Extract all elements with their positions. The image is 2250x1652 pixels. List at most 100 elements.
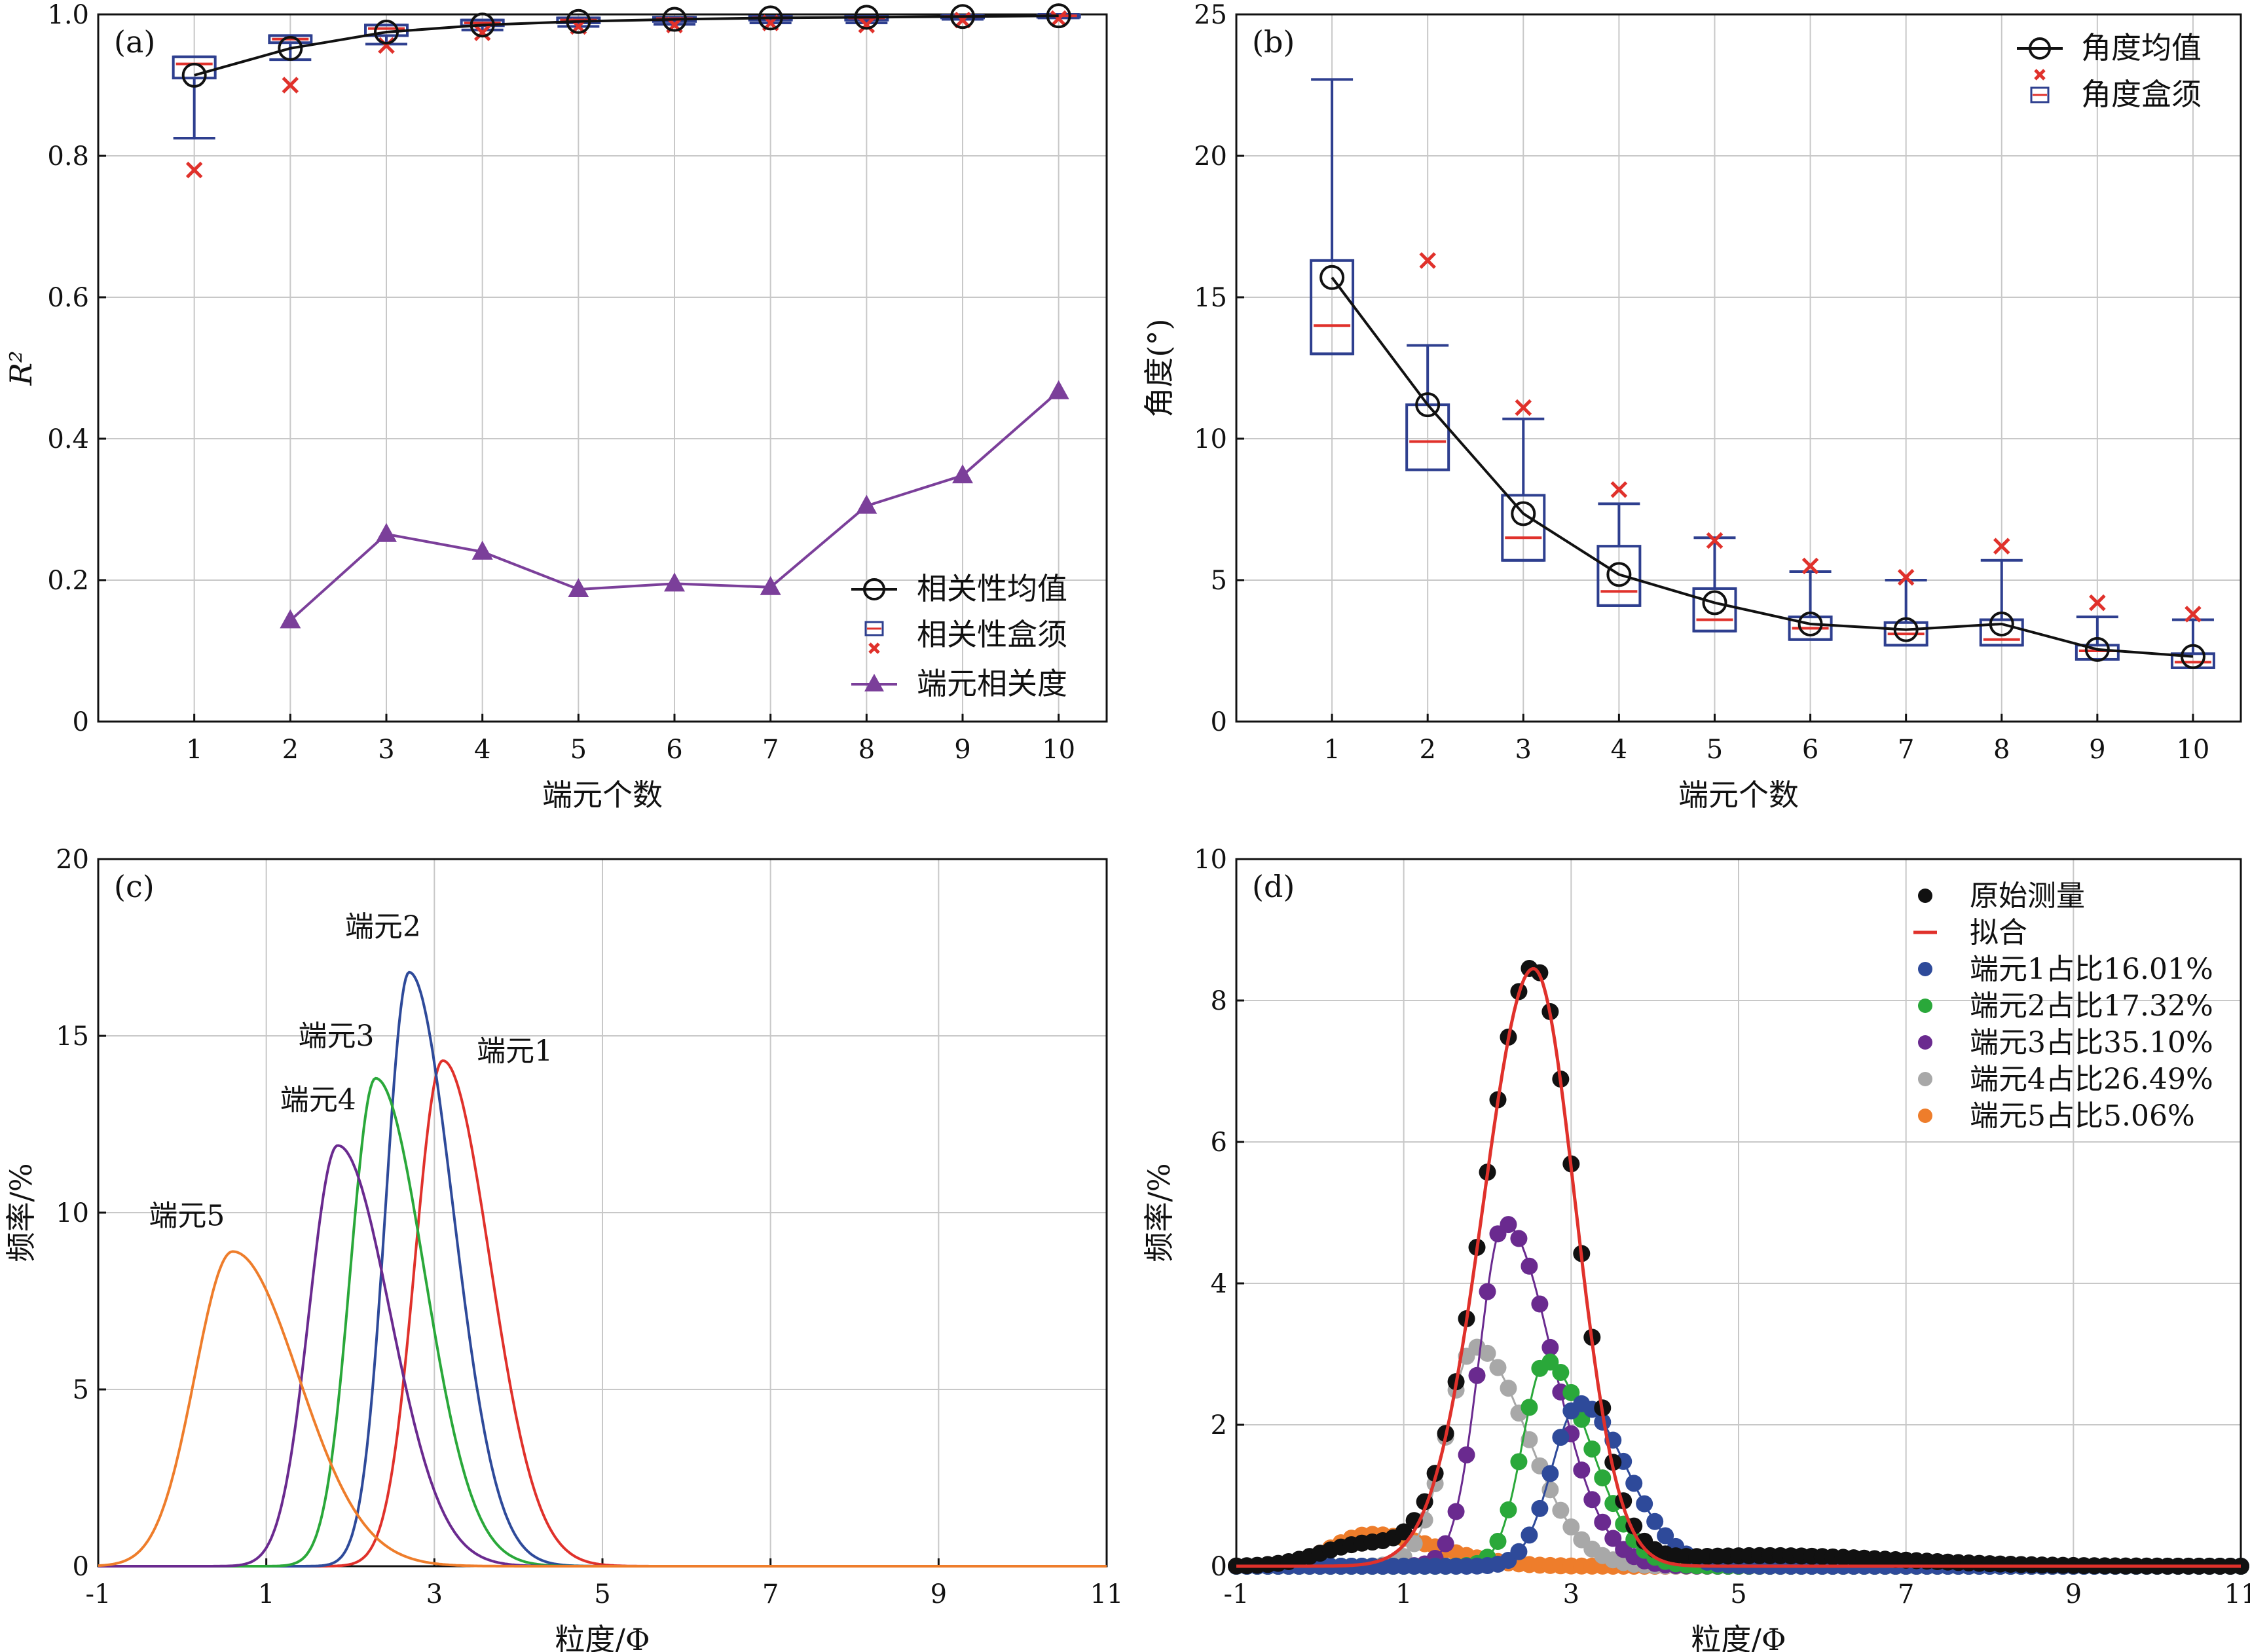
data-point <box>1437 1535 1454 1552</box>
legend-marker-point <box>1918 962 1932 976</box>
box-10 <box>2170 606 2215 669</box>
legend-label: 端元3占比35.10% <box>1970 1026 2213 1059</box>
legend-label: 拟合 <box>1970 916 2027 949</box>
box-2 <box>268 34 313 94</box>
box-outlier <box>282 77 299 94</box>
legend-label: 端元2占比17.32% <box>1970 989 2213 1023</box>
box-outlier <box>1515 399 1532 416</box>
box-body <box>1788 615 1833 641</box>
data-point <box>1657 1527 1674 1545</box>
x-tick-label: 7 <box>1898 735 1914 765</box>
mean-line <box>1331 276 2194 658</box>
x-tick-label: 7 <box>762 735 779 765</box>
legend-marker-mean <box>863 578 885 600</box>
box-7 <box>1883 568 1928 647</box>
data-point <box>1468 1367 1486 1384</box>
y-tick-label: 0.8 <box>47 141 89 172</box>
x-axis-label: 粒度/Φ <box>555 1622 650 1652</box>
correlation-point <box>664 572 685 592</box>
box-body <box>1979 618 2024 647</box>
outlier-stroke <box>2185 606 2202 623</box>
mean-point <box>278 35 303 61</box>
y-tick-label: 15 <box>1194 283 1227 313</box>
x-tick-label: 9 <box>2065 1579 2082 1609</box>
box-outlier <box>473 24 491 41</box>
mean-point <box>1319 265 1345 290</box>
series-label: 端元3 <box>299 1019 375 1053</box>
y-tick-label: 0.6 <box>47 283 89 313</box>
data-point <box>1594 1513 1612 1531</box>
box-body <box>1883 621 1928 647</box>
mean-point <box>566 9 591 34</box>
correlation-point <box>376 523 397 542</box>
legend-label: 原始测量 <box>1970 879 2085 913</box>
x-tick-label: 6 <box>1802 735 1818 765</box>
mean-line <box>194 14 1059 77</box>
mean-point <box>758 5 783 31</box>
legend-label: 相关性盒须 <box>917 617 1067 652</box>
y-tick-label: 6 <box>1211 1128 1227 1158</box>
mean-point <box>950 4 975 29</box>
panel-label: (a) <box>114 24 155 60</box>
box-outlier <box>185 161 203 179</box>
y-tick-label: 5 <box>73 1375 89 1405</box>
x-tick-label: 1 <box>1323 735 1340 765</box>
legend-label: 端元1占比16.01% <box>1970 953 2213 986</box>
y-tick-label: 5 <box>1211 566 1227 596</box>
legend-marker-box <box>864 621 884 636</box>
box-outlier <box>1610 481 1628 498</box>
legend-marker-correlation <box>864 674 884 691</box>
data-point <box>1541 1338 1559 1356</box>
data-point <box>1521 1257 1538 1275</box>
legend-label: 角度盒须 <box>2081 77 2202 112</box>
y-axis-label: 频率/% <box>1141 1163 1177 1262</box>
x-axis-label: 端元个数 <box>1678 777 1799 813</box>
data-point <box>1521 1399 1538 1416</box>
outlier-stroke <box>2089 594 2106 612</box>
y-tick-label: 10 <box>1194 845 1227 875</box>
series-1 <box>1228 960 2249 1575</box>
data-point <box>1562 1384 1580 1401</box>
x-axis-label: 端元个数 <box>542 777 663 813</box>
mean-point <box>1893 617 1919 642</box>
x-tick-label: 7 <box>762 1579 779 1609</box>
legend-marker-outlier <box>868 642 880 654</box>
x-tick-label: 3 <box>1563 1579 1579 1609</box>
y-tick-label: 25 <box>1194 0 1227 30</box>
x-tick-label: 6 <box>666 735 682 765</box>
panel-d: -1 1 3 5 7 9 11 0 2 4 6 8 10 (d) 粒度/Φ 频率/% 原始测量拟合端元1占比16… <box>1141 845 2250 1652</box>
legend-label: 角度均值 <box>2081 30 2202 65</box>
data-point <box>1594 1469 1612 1487</box>
data-point <box>1583 1440 1601 1458</box>
data-point <box>1573 1461 1591 1479</box>
data-point <box>1552 1429 1570 1446</box>
panel-label: (c) <box>114 869 155 904</box>
data-point <box>1458 1446 1475 1463</box>
correlation-point <box>471 540 493 560</box>
x-tick-label: 3 <box>378 735 394 765</box>
box-body <box>1596 545 1642 607</box>
panel-a: 1 2 3 4 5 6 7 8 9 10 0 0.2 0.4 0.6 0.8 1.0 (a) 端元个数 R² 相关性均… <box>3 0 1108 813</box>
x-tick-label: 1 <box>1395 1579 1412 1609</box>
panel-label: (b) <box>1252 24 1295 60</box>
data-point <box>1562 1518 1580 1536</box>
outlier-stroke <box>2034 69 2046 81</box>
x-tick-label: 4 <box>1611 735 1627 765</box>
mean-point <box>1511 501 1536 526</box>
x-tick-label: -1 <box>1224 1579 1249 1609</box>
data-point <box>1510 1453 1528 1471</box>
panel-label: (d) <box>1252 869 1295 904</box>
x-tick-label: 1 <box>186 735 202 765</box>
mean-point <box>2084 636 2110 662</box>
data-point <box>1531 1499 1549 1517</box>
y-tick-label: 20 <box>56 845 89 875</box>
data-point <box>1541 1465 1559 1482</box>
data-point <box>1521 1431 1538 1448</box>
y-tick-label: 0 <box>1211 1552 1227 1582</box>
outlier-stroke <box>1610 481 1628 498</box>
box-outlier <box>858 16 876 33</box>
data-point <box>1489 1532 1507 1550</box>
legend-label: 相关性均值 <box>917 571 1067 606</box>
